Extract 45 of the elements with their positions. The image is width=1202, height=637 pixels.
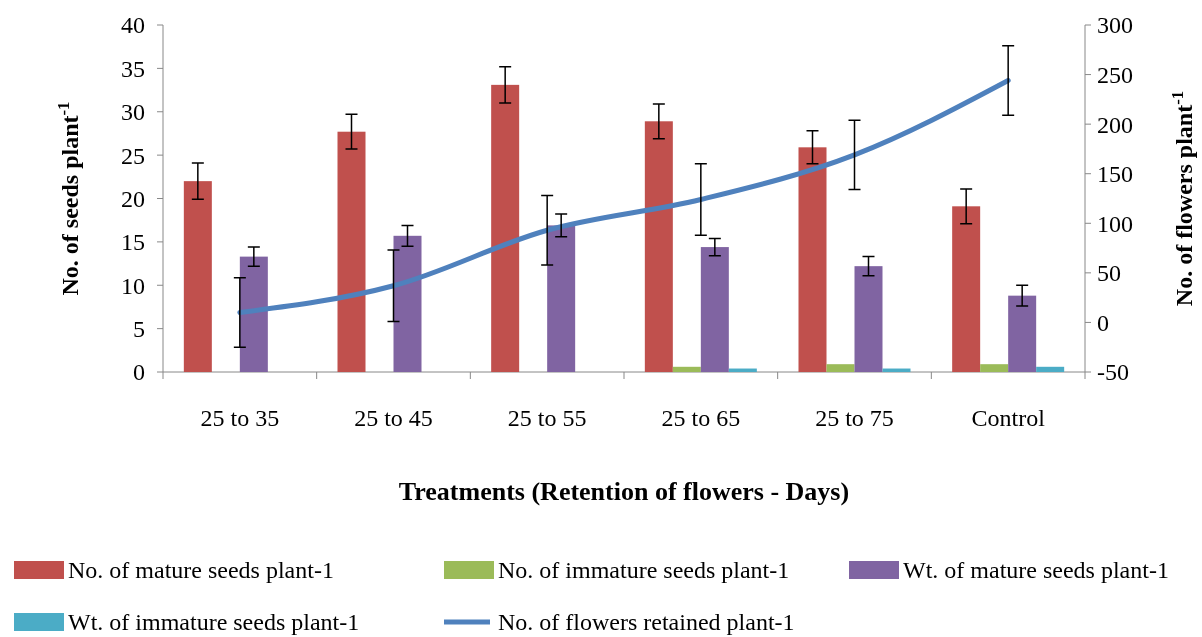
y2-tick-label: 250 [1097, 61, 1133, 88]
y-tick-label: 35 [121, 55, 145, 82]
bar [644, 121, 673, 372]
x-tick-label: 25 to 45 [354, 405, 433, 431]
bar [980, 364, 1009, 372]
legend-label: No. of flowers retained plant-1 [498, 609, 795, 636]
bar [798, 147, 827, 372]
bar [854, 266, 883, 372]
bar [239, 256, 268, 372]
y-tick-label: 40 [121, 12, 145, 39]
y2-tick-label: -50 [1097, 359, 1129, 386]
x-tick-label: 25 to 75 [815, 405, 894, 431]
legend-label: No. of mature seeds plant-1 [68, 557, 334, 584]
y-tick-label: 20 [121, 185, 145, 212]
legend-label: Wt. of immature seeds plant-1 [68, 609, 360, 636]
y-tick-label: 10 [121, 272, 145, 299]
bar [547, 225, 576, 372]
y2-tick-label: 50 [1097, 260, 1121, 287]
bar [1008, 295, 1037, 372]
y-tick-label: 25 [121, 142, 145, 169]
bar [700, 247, 729, 372]
y2-tick-label: 300 [1097, 12, 1133, 39]
legend-label: Wt. of mature seeds plant-1 [903, 557, 1169, 584]
bar [826, 364, 855, 372]
y-tick-label: 5 [133, 316, 145, 343]
y2-tick-label: 100 [1097, 210, 1133, 237]
y-tick-label: 30 [121, 99, 145, 126]
y-tick-label: 0 [133, 359, 145, 386]
bar [337, 131, 366, 372]
x-tick-label: Control [971, 405, 1046, 431]
bar [183, 181, 212, 372]
y2-tick-label: 0 [1097, 309, 1109, 336]
bar [491, 84, 520, 372]
y2-tick-label: 150 [1097, 161, 1133, 188]
bar [1036, 366, 1065, 372]
x-axis-title: Treatments (Retention of flowers - Days) [398, 477, 850, 506]
legend-label: No. of immature seeds plant-1 [498, 557, 790, 584]
bar [393, 235, 422, 372]
y-tick-label: 15 [121, 229, 145, 256]
y2-tick-label: 200 [1097, 111, 1133, 138]
x-tick-label: 25 to 35 [200, 405, 280, 431]
bar [672, 366, 701, 372]
x-tick-label: 25 to 55 [507, 405, 587, 431]
x-tick-label: 25 to 65 [661, 405, 741, 431]
bar [952, 206, 981, 372]
